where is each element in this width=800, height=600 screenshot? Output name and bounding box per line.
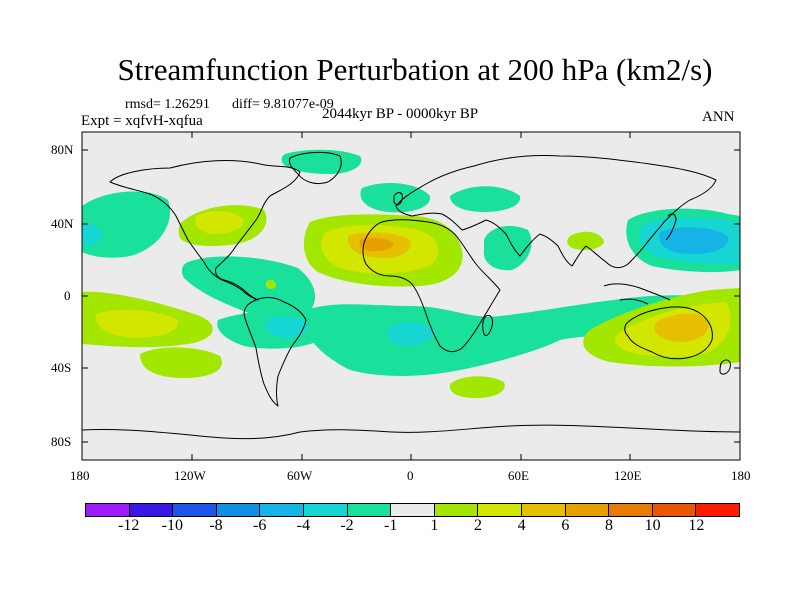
colorbar xyxy=(85,503,740,517)
map-background xyxy=(82,132,740,460)
colorbar-swatch-9 xyxy=(478,503,522,517)
contour-neg1-europe xyxy=(450,186,521,212)
colorbar-label: 10 xyxy=(644,517,661,534)
lat-ticks xyxy=(82,149,740,443)
experiment-label: Expt = xqfvH-xqfua xyxy=(81,113,203,129)
lon-tick-180e: 180 xyxy=(731,468,751,483)
period-label: 2044kyr BP - 0000kyr BP xyxy=(322,106,479,122)
season-label: ANN xyxy=(702,109,735,125)
coast-new-zealand xyxy=(719,359,731,375)
coast-japan xyxy=(665,213,677,241)
lon-tick-60e: 60E xyxy=(508,468,529,483)
contour-neg1-n-pacific-east xyxy=(82,191,171,258)
contour-neg1-north-pole xyxy=(281,149,362,174)
coastlines xyxy=(81,151,741,440)
lon-tick-120e: 120E xyxy=(614,468,642,483)
colorbar-label: -4 xyxy=(296,517,310,534)
lon-tick-180w: 180 xyxy=(70,468,90,483)
map-frame xyxy=(81,131,741,461)
coast-indonesia xyxy=(603,283,671,305)
contour-neg1-middle-east xyxy=(483,225,532,271)
rmsd-label: rmsd= 1.26291 xyxy=(125,97,210,112)
coast-north-america xyxy=(109,160,301,301)
colorbar-label: -12 xyxy=(117,517,140,534)
colorbar-label: -1 xyxy=(383,517,398,534)
coast-antarctica xyxy=(81,424,741,440)
colorbar-swatch-4 xyxy=(260,503,304,517)
contour-neg2-se-pacific xyxy=(264,316,309,338)
coast-uk xyxy=(393,192,403,206)
coast-madagascar xyxy=(482,315,493,337)
colorbar-label: 8 xyxy=(605,517,613,534)
contour-neg1-n-atlantic xyxy=(360,182,431,213)
lon-tick-120w: 120W xyxy=(174,468,206,483)
coast-south-america xyxy=(243,297,307,407)
colorbar-label: 2 xyxy=(474,517,482,534)
colorbar-swatch-8 xyxy=(434,503,479,517)
coast-africa xyxy=(362,219,501,353)
contour-pos1-india xyxy=(567,231,604,250)
contour-neg2-n-pacific-east xyxy=(82,222,102,247)
colorbar-swatch-2 xyxy=(173,503,217,517)
lat-tick-40n: 40N xyxy=(51,216,74,231)
contour-pos1-s-indian xyxy=(449,376,505,398)
colorbar-swatch-6 xyxy=(347,503,392,517)
colorbar-swatch-13 xyxy=(652,503,697,517)
colorbar-swatch-12 xyxy=(609,503,653,517)
coast-greenland xyxy=(289,151,342,185)
colorbar-label: -10 xyxy=(161,517,183,534)
colorbar-swatch-11 xyxy=(565,503,610,517)
coast-australia xyxy=(624,306,713,360)
contour-pos1-caribbean xyxy=(266,279,276,289)
lat-tick-40s: 40S xyxy=(51,360,72,375)
lon-tick-0: 0 xyxy=(407,468,414,483)
lat-tick-80n: 80N xyxy=(51,142,74,157)
colorbar-label: 6 xyxy=(561,517,570,534)
colorbar-label: 4 xyxy=(517,517,526,534)
contour-pos2-s-pacific-west xyxy=(95,309,179,338)
lon-ticks xyxy=(191,132,631,460)
contour-pos2-n-america xyxy=(194,211,244,234)
colorbar-label: -6 xyxy=(252,517,267,534)
diff-label: diff= 9.81077e-09 xyxy=(232,97,334,112)
contour-pos1-s-pacific-south xyxy=(140,347,222,378)
contour-neg2-s-atlantic xyxy=(387,322,435,346)
coast-eurasia xyxy=(395,155,717,269)
colorbar-swatch-3 xyxy=(216,503,261,517)
contour-pos4-australia xyxy=(654,313,709,342)
colorbar-label: -8 xyxy=(209,517,223,534)
lon-tick-60w: 60W xyxy=(287,468,313,483)
colorbar-swatch-0 xyxy=(85,503,130,517)
colorbar-swatch-5 xyxy=(303,503,348,517)
lat-tick-80s: 80S xyxy=(51,434,72,449)
colorbar-swatch-7 xyxy=(391,503,435,517)
chart-title: Streamfunction Perturbation at 200 hPa (… xyxy=(117,52,713,87)
colorbar-label: 12 xyxy=(688,517,705,534)
colorbar-label: 1 xyxy=(430,517,439,534)
colorbar-swatch-1 xyxy=(129,503,174,517)
colorbar-swatch-14 xyxy=(696,503,740,517)
colorbar-label: -2 xyxy=(340,517,354,534)
contour-neg4-nw-pacific xyxy=(659,227,729,254)
contour-pos6-sahara xyxy=(359,237,394,252)
lat-tick-0: 0 xyxy=(64,288,71,303)
contour-field xyxy=(82,132,740,460)
colorbar-swatch-10 xyxy=(521,503,566,517)
